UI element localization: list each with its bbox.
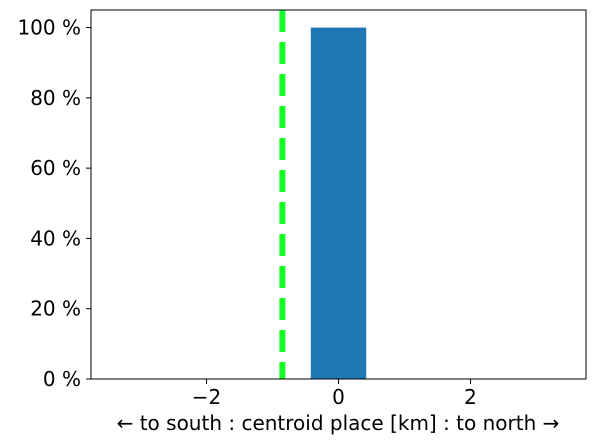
y-tick-label: 80 % xyxy=(30,86,81,110)
bars-group xyxy=(310,27,367,379)
x-axis-label: ← to south : centroid place [km] : to no… xyxy=(117,411,560,435)
y-tick-label: 20 % xyxy=(30,297,81,321)
bar-0 xyxy=(310,27,367,379)
x-tick-label: 2 xyxy=(464,385,477,409)
x-axis-ticks: −2 0 2 xyxy=(192,379,477,409)
y-tick-label: 0 % xyxy=(43,367,81,391)
x-tick-label: 0 xyxy=(332,385,345,409)
y-tick-label: 60 % xyxy=(30,156,81,180)
y-tick-label: 100 % xyxy=(17,16,81,40)
y-tick-label: 40 % xyxy=(30,226,81,250)
x-tick-label: −2 xyxy=(192,385,221,409)
y-axis-ticks: 0 % 20 % 40 % 60 % 80 % 100 % xyxy=(17,16,91,391)
